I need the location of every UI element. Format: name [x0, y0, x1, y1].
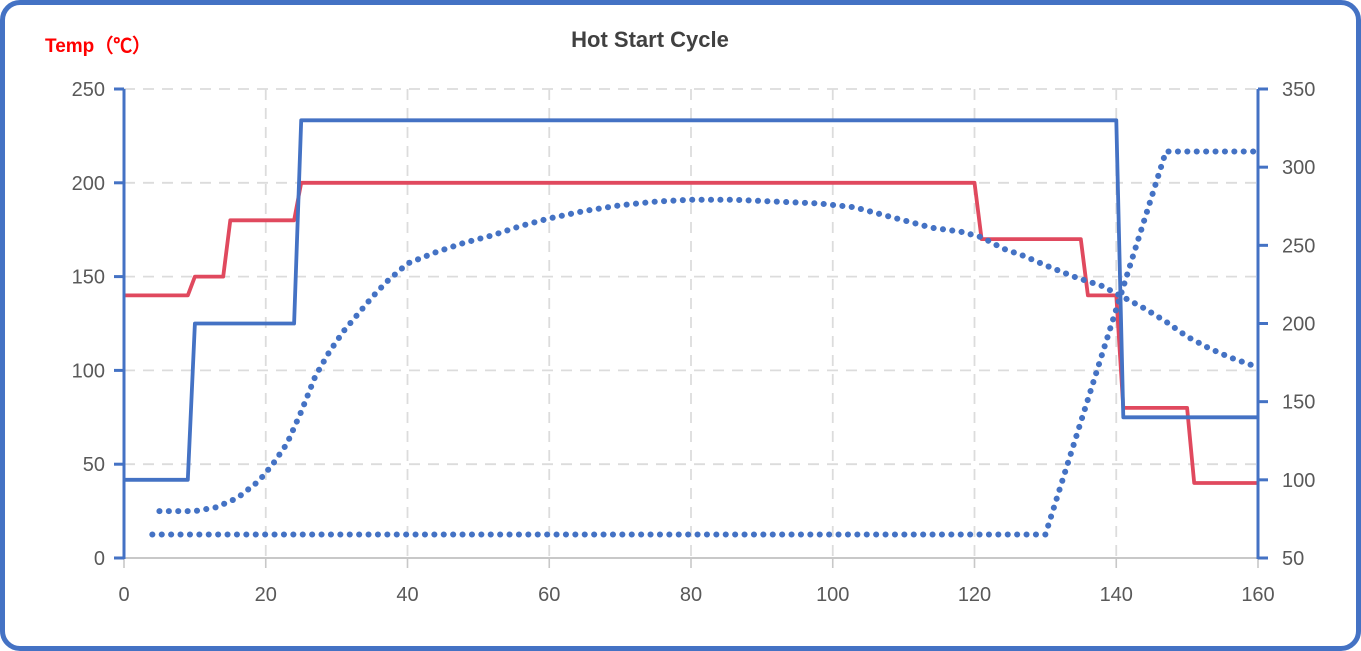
right-axis-tick-label: 300	[1282, 157, 1315, 179]
x-axis-tick-label: 80	[680, 584, 702, 606]
x-axis-tick-label: 140	[1100, 584, 1133, 606]
left-axis-tick-label: 200	[72, 173, 105, 195]
series-blue-dotted-step	[149, 148, 1261, 538]
right-axis-tick-label: 200	[1282, 314, 1315, 336]
series-measured-temp-dotted-curve	[156, 196, 1261, 515]
series-setpoint-temp-red-step	[124, 180, 1258, 485]
left-axis-tick-label: 250	[72, 79, 105, 101]
left-axis-title: Temp（℃）	[45, 36, 152, 57]
left-axis-tick-label: 100	[72, 360, 105, 382]
left-axis-tick-label: 150	[72, 267, 105, 289]
left-axis-tick-label: 50	[83, 454, 105, 476]
chart-title: Hot Start Cycle	[571, 27, 729, 52]
plot-area: 0 20 40 60 80 100 120 140 160 0 50 100 150 200 250 50 10…	[72, 79, 1316, 606]
right-axis-tick-label: 150	[1282, 392, 1315, 414]
x-axis-tick-label: 120	[958, 584, 991, 606]
series-blue-solid-step	[124, 118, 1258, 482]
left-axis-tick-label: 0	[94, 548, 105, 570]
x-axis-tick-label: 160	[1241, 584, 1274, 606]
right-axis-tick-label: 250	[1282, 235, 1315, 257]
right-axis-tick-label: 50	[1282, 548, 1304, 570]
right-axis-tick-label: 100	[1282, 470, 1315, 492]
x-axis-tick-label: 100	[816, 584, 849, 606]
right-axis-tick-label: 350	[1282, 79, 1315, 101]
x-axis-tick-label: 60	[538, 584, 560, 606]
x-axis-tick-label: 40	[396, 584, 418, 606]
x-axis-tick-label: 20	[255, 584, 277, 606]
x-axis-tick-label: 0	[118, 584, 129, 606]
